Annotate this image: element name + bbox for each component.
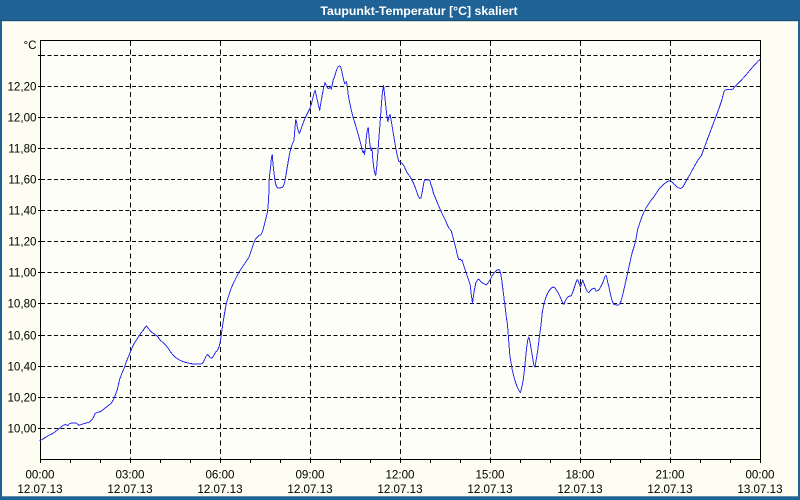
- svg-text:11,60: 11,60: [8, 173, 36, 186]
- svg-text:12.07.13: 12.07.13: [647, 483, 692, 496]
- svg-text:15:00: 15:00: [475, 469, 504, 482]
- svg-text:12,00: 12,00: [7, 111, 36, 124]
- svg-text:12.07.13: 12.07.13: [467, 483, 512, 496]
- svg-text:09:00: 09:00: [295, 469, 324, 482]
- svg-text:13.07.13: 13.07.13: [737, 483, 782, 496]
- svg-text:Taupunkt-Temperatur [°C] skali: Taupunkt-Temperatur [°C] skaliert: [320, 4, 517, 18]
- svg-text:11,20: 11,20: [8, 235, 36, 248]
- svg-text:12.07.13: 12.07.13: [557, 483, 602, 496]
- svg-text:11,00: 11,00: [8, 266, 36, 279]
- svg-text:00:00: 00:00: [745, 469, 774, 482]
- svg-text:12.07.13: 12.07.13: [17, 483, 62, 496]
- svg-text:12.07.13: 12.07.13: [107, 483, 152, 496]
- svg-text:10,80: 10,80: [7, 297, 36, 310]
- svg-text:00:00: 00:00: [25, 469, 54, 482]
- svg-text:11,40: 11,40: [8, 204, 36, 217]
- svg-text:12.07.13: 12.07.13: [197, 483, 242, 496]
- svg-text:12:00: 12:00: [385, 469, 414, 482]
- svg-text:°C: °C: [23, 39, 36, 52]
- svg-text:12.07.13: 12.07.13: [287, 483, 332, 496]
- svg-text:18:00: 18:00: [565, 469, 594, 482]
- svg-text:06:00: 06:00: [205, 469, 234, 482]
- svg-text:03:00: 03:00: [115, 469, 144, 482]
- svg-text:21:00: 21:00: [655, 469, 684, 482]
- svg-text:10,20: 10,20: [7, 391, 36, 404]
- svg-text:12.07.13: 12.07.13: [377, 483, 422, 496]
- svg-text:11,80: 11,80: [8, 142, 36, 155]
- svg-text:10,60: 10,60: [7, 329, 36, 342]
- svg-text:10,40: 10,40: [7, 360, 36, 373]
- svg-text:10,00: 10,00: [7, 422, 36, 435]
- svg-text:12,20: 12,20: [7, 80, 36, 93]
